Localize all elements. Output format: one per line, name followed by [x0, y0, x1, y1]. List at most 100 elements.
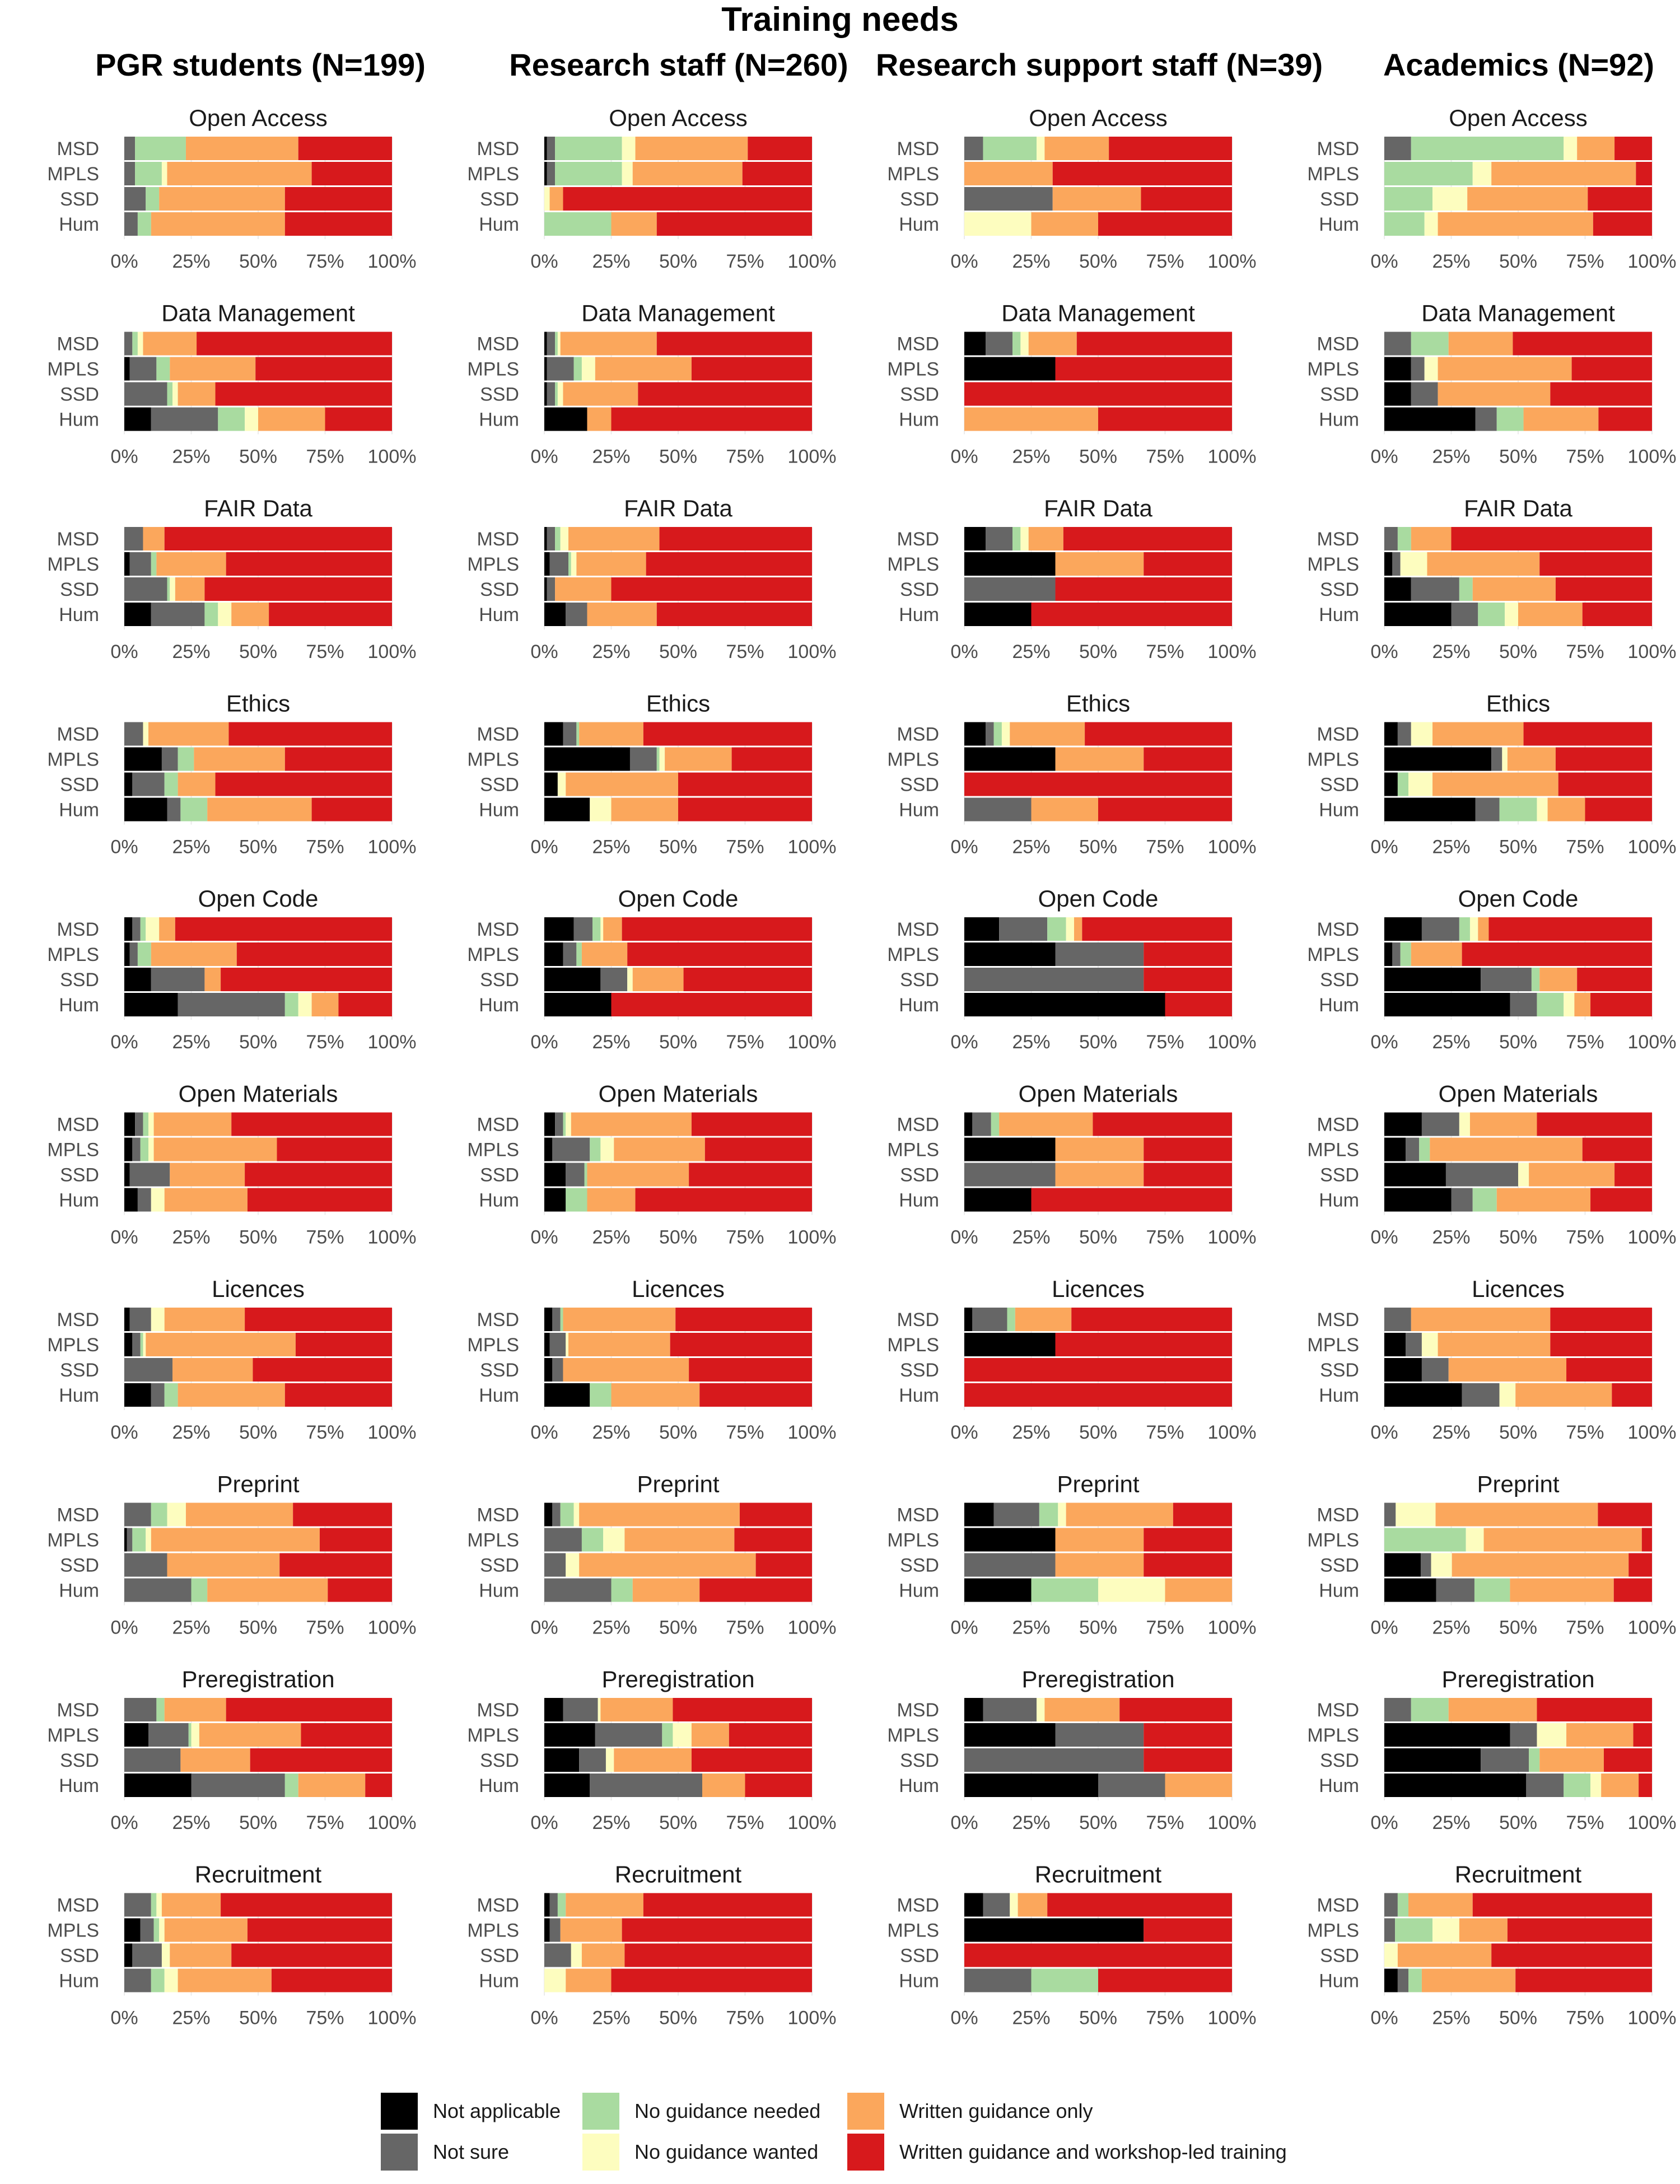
bar-segment — [1384, 1748, 1481, 1772]
bar-segment — [544, 187, 550, 211]
x-tick-label: 25% — [1012, 1032, 1050, 1053]
bar-segment — [164, 1918, 248, 1942]
bar-segment — [164, 527, 392, 550]
bar-segment — [611, 1578, 633, 1602]
category-label: MPLS — [47, 749, 99, 771]
bar-segment — [129, 1163, 170, 1187]
panel-title: Licences — [632, 1276, 725, 1302]
bar-segment — [143, 1112, 149, 1136]
bar-segment — [137, 332, 143, 356]
bar-segment — [632, 162, 743, 185]
bar-segment — [1431, 1553, 1452, 1577]
bar-segment — [140, 1137, 149, 1161]
x-tick-label: 50% — [659, 837, 697, 858]
bar-segment — [245, 407, 258, 431]
bar-segment — [1491, 1943, 1652, 1967]
bar-segment — [964, 1698, 983, 1721]
bar-segment — [544, 577, 547, 601]
bar-segment — [614, 1137, 705, 1161]
bar-segment — [1421, 917, 1459, 941]
x-tick-label: 0% — [1370, 641, 1398, 662]
bar-segment — [1408, 1893, 1473, 1917]
bar-segment — [1397, 527, 1411, 550]
bar-segment — [964, 1578, 1032, 1602]
bar-segment — [1529, 1163, 1615, 1187]
bar-segment — [678, 772, 812, 796]
bar-segment — [1384, 407, 1476, 431]
bar-segment — [999, 1112, 1093, 1136]
category-label: MSD — [897, 138, 939, 160]
bar-segment — [1384, 747, 1492, 771]
bar-segment — [964, 1968, 1032, 1992]
panel-title: Data Management — [161, 300, 355, 326]
x-tick-label: 25% — [1432, 2008, 1470, 2029]
x-tick-label: 100% — [1628, 1032, 1677, 1053]
bar-segment — [124, 603, 151, 626]
x-tick-label: 100% — [1208, 641, 1257, 662]
bar-segment — [1384, 603, 1452, 626]
bar-segment — [1384, 968, 1481, 991]
bar-segment — [576, 942, 582, 966]
bar-segment — [1436, 1578, 1474, 1602]
bar-segment — [544, 1698, 563, 1721]
x-tick-label: 100% — [1208, 837, 1257, 858]
category-label: MPLS — [467, 359, 519, 380]
bar-segment — [1411, 1698, 1449, 1721]
bar-segment — [1384, 772, 1398, 796]
bar-segment — [581, 942, 628, 966]
x-tick-label: 100% — [368, 251, 417, 272]
x-tick-label: 0% — [110, 1617, 138, 1639]
x-tick-label: 25% — [592, 1227, 630, 1248]
bar-segment — [1421, 1112, 1459, 1136]
bar-segment — [1066, 1502, 1173, 1527]
x-tick-label: 75% — [1146, 251, 1184, 272]
category-label: SSD — [60, 1360, 99, 1381]
bar-segment — [691, 357, 812, 381]
bar-segment — [600, 1137, 614, 1161]
bar-segment — [1144, 1748, 1232, 1772]
category-label: SSD — [60, 1945, 99, 1967]
category-label: SSD — [60, 1750, 99, 1771]
bar-segment — [1459, 1112, 1470, 1136]
bar-segment — [964, 1358, 1232, 1382]
x-tick-label: 50% — [239, 2008, 277, 2029]
x-tick-label: 0% — [110, 1812, 138, 1833]
x-tick-label: 25% — [1432, 641, 1470, 662]
category-label: MPLS — [47, 359, 99, 380]
bar-segment — [231, 1943, 392, 1967]
bar-segment — [1384, 162, 1473, 185]
bar-segment — [271, 1968, 392, 1992]
category-label: MPLS — [1307, 554, 1359, 575]
bar-segment — [964, 917, 1000, 941]
bar-segment — [207, 1578, 328, 1602]
category-label: SSD — [1320, 969, 1359, 991]
bar-segment — [544, 1308, 553, 1331]
x-tick-label: 0% — [1370, 1617, 1398, 1639]
bar-segment — [1384, 1308, 1411, 1331]
category-label: MPLS — [1307, 1140, 1359, 1161]
column-title: Academics (N=92) — [1383, 47, 1654, 82]
x-tick-label: 50% — [1499, 641, 1537, 662]
x-tick-label: 50% — [1499, 446, 1537, 468]
bar-segment — [1144, 552, 1232, 576]
panel-title: Preprint — [1477, 1471, 1559, 1497]
bar-segment — [1550, 1333, 1652, 1356]
bar-segment — [983, 137, 1037, 160]
bar-segment — [153, 1112, 232, 1136]
bar-segment — [549, 187, 563, 211]
bar-segment — [1165, 1774, 1232, 1797]
x-tick-label: 25% — [172, 446, 210, 468]
bar-segment — [566, 1553, 580, 1577]
x-tick-label: 50% — [659, 1812, 697, 1833]
bar-segment — [1098, 407, 1232, 431]
bar-segment — [1475, 797, 1500, 822]
bar-segment — [699, 1383, 812, 1407]
category-label: MSD — [57, 529, 99, 550]
bar-segment — [124, 1383, 151, 1407]
bar-segment — [1613, 1578, 1652, 1602]
bar-segment — [624, 1943, 812, 1967]
category-label: MSD — [57, 1309, 99, 1331]
panel-title: Preprint — [1057, 1471, 1139, 1497]
category-label: Hum — [899, 1190, 939, 1211]
x-tick-label: 50% — [239, 1422, 277, 1443]
